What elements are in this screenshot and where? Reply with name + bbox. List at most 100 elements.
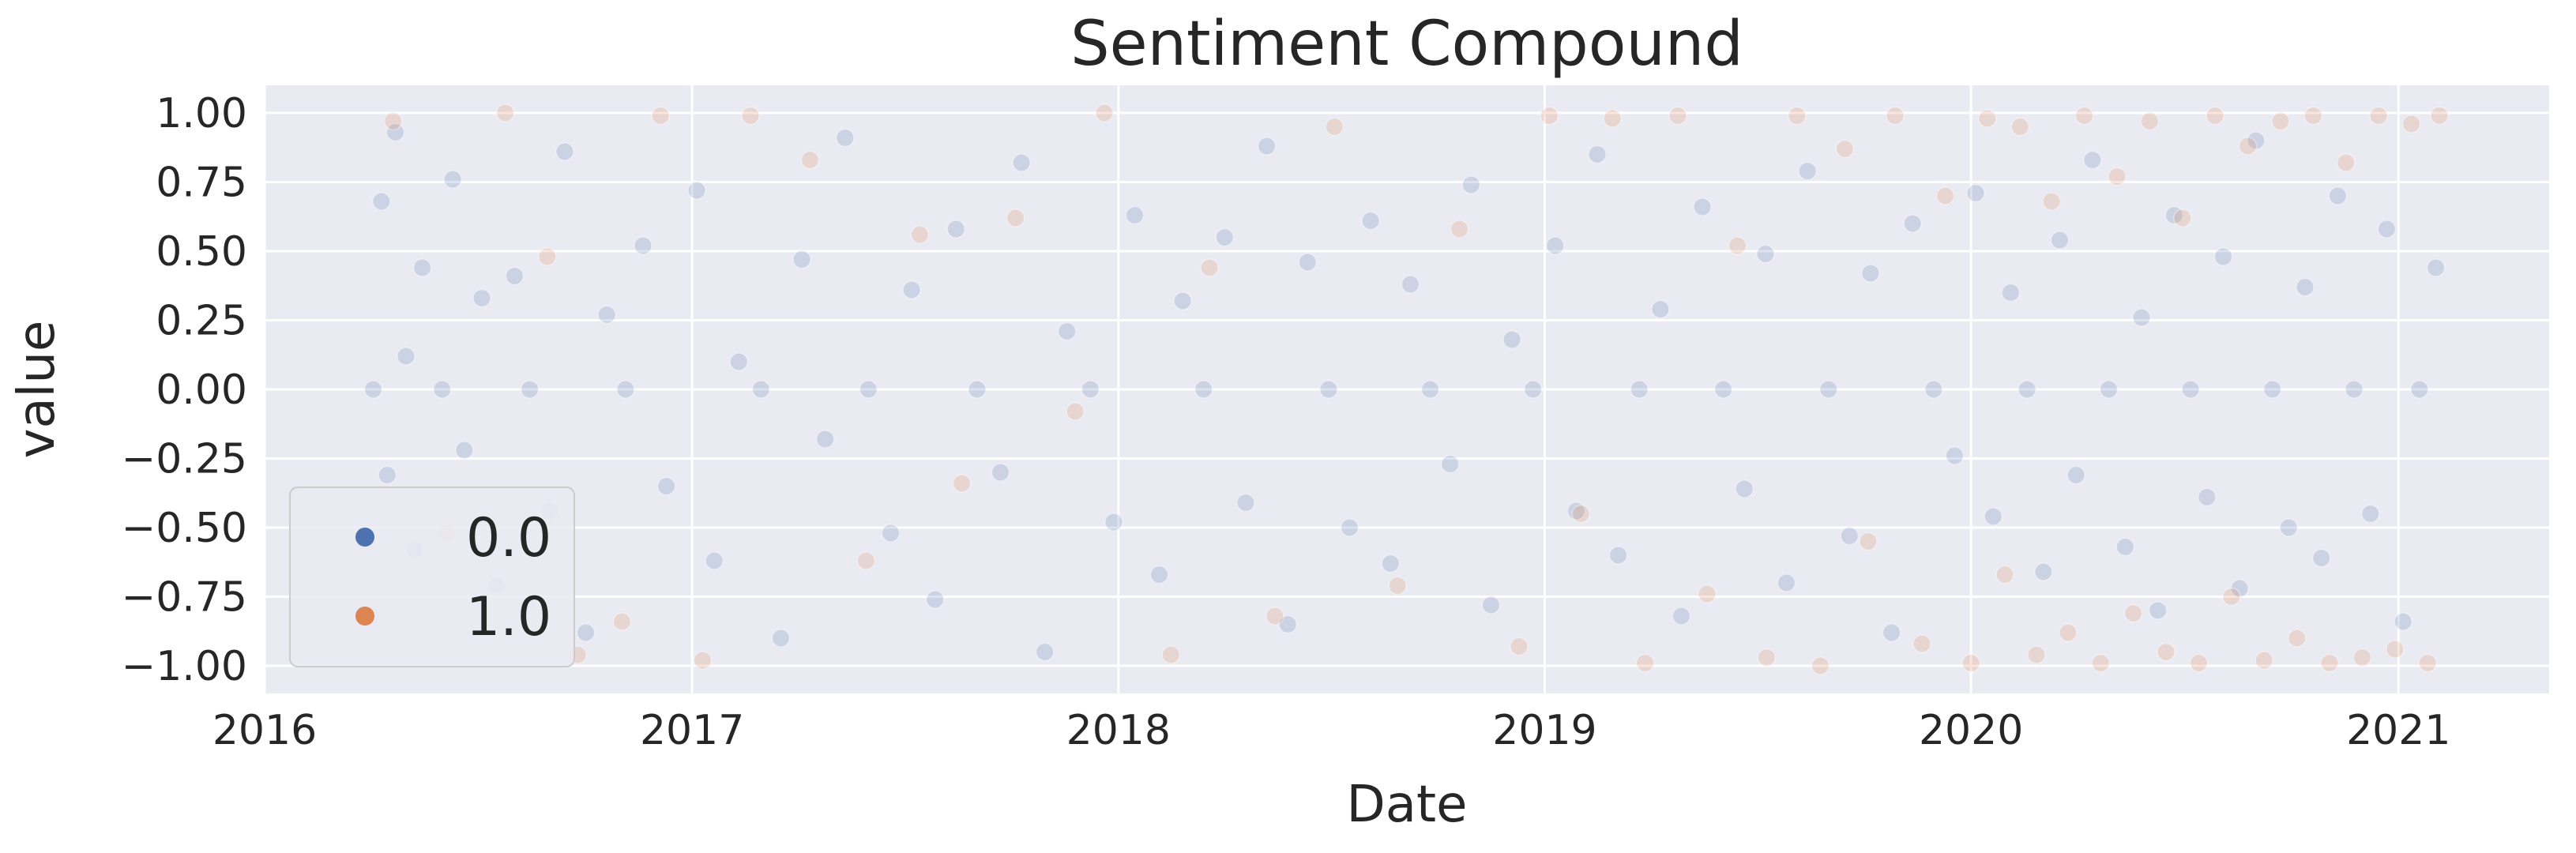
data-point bbox=[1420, 380, 1440, 399]
data-point bbox=[2222, 587, 2241, 607]
data-point bbox=[2181, 380, 2200, 399]
data-point bbox=[2430, 106, 2449, 126]
data-point bbox=[2311, 548, 2331, 568]
data-point bbox=[1961, 653, 1980, 673]
data-point bbox=[1777, 573, 1796, 592]
data-point bbox=[1340, 518, 1359, 537]
data-point bbox=[1835, 139, 1855, 159]
data-point bbox=[1012, 153, 1031, 172]
data-point bbox=[946, 220, 966, 239]
data-point bbox=[2386, 640, 2405, 659]
data-point bbox=[968, 380, 987, 399]
data-point bbox=[1651, 299, 1670, 319]
data-point bbox=[1510, 637, 1529, 656]
data-point bbox=[432, 380, 452, 399]
data-point bbox=[538, 247, 557, 266]
data-point bbox=[1635, 653, 1655, 673]
data-point bbox=[2328, 186, 2348, 205]
data-point bbox=[1840, 526, 1860, 546]
data-point bbox=[651, 106, 670, 126]
data-point bbox=[1882, 623, 1901, 642]
data-point bbox=[2213, 247, 2233, 266]
y-tick-label: −0.25 bbox=[122, 436, 247, 483]
data-point bbox=[383, 111, 403, 131]
data-point bbox=[1966, 183, 1985, 203]
data-point bbox=[1757, 648, 1777, 667]
data-point bbox=[693, 651, 713, 670]
data-point bbox=[2206, 106, 2224, 126]
data-point bbox=[1859, 532, 1878, 551]
grid-lines bbox=[263, 85, 2549, 693]
data-point bbox=[1173, 291, 1192, 310]
data-point bbox=[925, 590, 945, 609]
data-point bbox=[2198, 487, 2217, 507]
data-point bbox=[1450, 220, 1469, 239]
data-point bbox=[1125, 205, 1145, 225]
legend-label: 0.0 bbox=[466, 507, 551, 569]
legend: 0.01.0 bbox=[289, 487, 575, 667]
data-point bbox=[2303, 106, 2323, 126]
data-point bbox=[2123, 603, 2143, 623]
data-point bbox=[751, 380, 771, 399]
data-point bbox=[2345, 380, 2364, 399]
data-point bbox=[1319, 380, 1338, 399]
data-point bbox=[2066, 465, 2085, 485]
data-point bbox=[1104, 513, 1123, 532]
data-point bbox=[1608, 546, 1628, 565]
data-point bbox=[856, 551, 876, 570]
data-point bbox=[1523, 380, 1543, 399]
data-point bbox=[902, 280, 921, 299]
data-point bbox=[1161, 645, 1181, 664]
data-point bbox=[2361, 504, 2380, 524]
data-point bbox=[2099, 380, 2119, 399]
data-point bbox=[2369, 106, 2388, 126]
data-point bbox=[859, 380, 878, 399]
data-point bbox=[616, 380, 635, 399]
data-point bbox=[910, 225, 930, 244]
data-point bbox=[2352, 648, 2372, 667]
data-point bbox=[472, 288, 491, 308]
data-point bbox=[1945, 446, 1965, 465]
x-tick-label: 2020 bbox=[1919, 707, 2023, 754]
y-tick-label: 0.00 bbox=[156, 366, 247, 414]
x-tick-label: 2016 bbox=[212, 707, 317, 754]
data-point bbox=[1440, 454, 1460, 474]
data-point bbox=[2394, 612, 2412, 631]
data-point bbox=[2083, 150, 2102, 170]
data-point bbox=[1215, 227, 1235, 247]
legend-marker bbox=[355, 528, 374, 547]
y-tick-label: −1.00 bbox=[122, 643, 247, 690]
data-point bbox=[612, 612, 632, 631]
data-point bbox=[2320, 653, 2339, 673]
data-point bbox=[1461, 175, 1481, 194]
data-point bbox=[1006, 209, 1025, 227]
data-point bbox=[836, 128, 855, 148]
data-point bbox=[1788, 106, 1807, 126]
data-point bbox=[1811, 656, 1830, 675]
data-point bbox=[1818, 380, 1838, 399]
y-tick-label: 0.25 bbox=[156, 298, 247, 345]
data-point bbox=[2027, 645, 2046, 664]
y-tick-label: 1.00 bbox=[156, 90, 247, 137]
data-point bbox=[2164, 205, 2184, 225]
data-point bbox=[1481, 596, 1501, 614]
data-point bbox=[1325, 117, 1344, 137]
y-tick-labels: 1.00 0.75 0.50 0.25 0.00 −0.25 −0.50 −0.75 −1.00 bbox=[122, 90, 247, 690]
data-point bbox=[705, 551, 724, 570]
data-point bbox=[1540, 106, 1559, 126]
data-point bbox=[2010, 117, 2029, 137]
data-point bbox=[1924, 380, 1943, 399]
data-point bbox=[2287, 629, 2307, 648]
data-point bbox=[2091, 653, 2110, 673]
data-point bbox=[2018, 380, 2036, 399]
data-point bbox=[1978, 109, 1997, 128]
data-point bbox=[815, 430, 835, 449]
data-point bbox=[1756, 244, 1775, 264]
data-point bbox=[2247, 131, 2266, 150]
data-point bbox=[2230, 579, 2249, 598]
legend-label: 1.0 bbox=[466, 586, 551, 648]
data-point bbox=[952, 474, 972, 493]
data-point bbox=[412, 258, 432, 277]
data-point bbox=[741, 106, 760, 126]
